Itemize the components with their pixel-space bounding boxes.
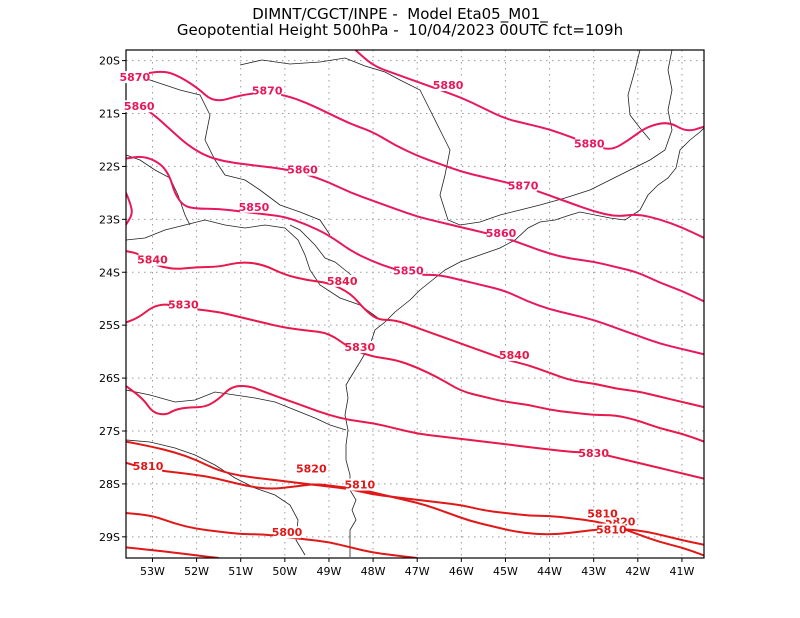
- contour-5870: [126, 70, 704, 239]
- contour-label-5870: 5870: [120, 71, 151, 84]
- contour-label-bg: [297, 462, 326, 475]
- tick-label-lat: 28S: [99, 478, 120, 491]
- contour-label-5870: 5870: [508, 180, 539, 193]
- contour-5850: [126, 155, 704, 356]
- tick-label-lon: 48W: [361, 565, 386, 578]
- contour-label-bg: [487, 227, 516, 240]
- contour-label-5870: 5870: [252, 84, 283, 97]
- axis-ticks: 53W 52W 51W 50W 49W 48W 47W 46W 45W 44W 43W 42W 41W 2…: [99, 55, 694, 578]
- contour-label-bg: [345, 478, 374, 491]
- tick-label-lon: 53W: [140, 565, 165, 578]
- contours: [126, 50, 704, 558]
- contour-5810: [126, 512, 418, 558]
- contour-label-bg: [125, 100, 154, 113]
- title-line-1: DIMNT/CGCT/INPE - Model Eta05_M01_: [252, 5, 548, 23]
- contour-label-bg: [597, 523, 626, 536]
- contour-5820: [126, 440, 704, 557]
- contour-label-bg: [588, 507, 617, 520]
- contour-5800: [126, 546, 219, 558]
- border-pr: [126, 219, 379, 319]
- contour-5850: [126, 192, 133, 226]
- contour-5880: [354, 50, 704, 150]
- title-line-2: Geopotential Height 500hPa - 10/04/2023 …: [176, 21, 624, 39]
- tick-label-lon: 50W: [272, 565, 297, 578]
- border-mg-rj: [539, 50, 673, 206]
- tick-label-lon: 47W: [405, 565, 430, 578]
- contour-label-bg: [509, 179, 538, 192]
- contour-label-5880: 5880: [433, 79, 464, 92]
- contour-label-bg: [288, 163, 317, 176]
- contour-label-bg: [239, 200, 268, 213]
- contour-label-bg: [500, 348, 529, 361]
- border-mg-es: [627, 50, 651, 141]
- contour-label-bg: [253, 84, 282, 97]
- contour-label-5800: 5800: [272, 526, 303, 539]
- contour-label-5850: 5850: [239, 201, 270, 214]
- contour-label-5810: 5810: [596, 524, 627, 537]
- contour-label-bg: [328, 274, 357, 287]
- contour-label-bg: [579, 446, 608, 459]
- contour-labels: 5880 5880 5870 5870 5870 5860 5860 5860 5850 5850…: [120, 71, 636, 539]
- contour-label-bg: [575, 137, 604, 150]
- tick-label-lat: 27S: [99, 425, 120, 438]
- contour-label-5860: 5860: [287, 164, 318, 177]
- contour-label-5810: 5810: [133, 460, 164, 473]
- contour-label-5840: 5840: [327, 275, 358, 288]
- river-parana: [289, 224, 356, 279]
- contour-label-bg: [138, 253, 167, 266]
- map-title: DIMNT/CGCT/INPE - Model Eta05_M01_ Geopo…: [0, 6, 800, 38]
- contour-label-5810: 5810: [587, 508, 618, 521]
- tick-label-lat: 23S: [99, 213, 120, 226]
- contour-label-5830: 5830: [578, 447, 609, 460]
- border-paraguay: [126, 154, 191, 226]
- tick-label-lon: 52W: [184, 565, 209, 578]
- contour-label-5820: 5820: [296, 463, 327, 476]
- contour-label-5860: 5860: [486, 227, 517, 240]
- contour-label-5830: 5830: [168, 299, 199, 312]
- tick-label-lon: 49W: [317, 565, 342, 578]
- tick-label-lat: 24S: [99, 266, 120, 279]
- border-sc: [126, 389, 347, 431]
- contour-label-5880: 5880: [574, 137, 605, 150]
- contour-label-bg: [120, 71, 149, 84]
- contour-label-bg: [434, 79, 463, 92]
- map-frame: [125, 49, 705, 559]
- tick-label-lat: 22S: [99, 160, 120, 173]
- contour-label-5810: 5810: [345, 479, 376, 492]
- tick-label-lon: 44W: [537, 565, 562, 578]
- border-sp-mg: [239, 57, 541, 226]
- border-ms-sp: [126, 74, 331, 236]
- tick-label-lon: 51W: [228, 565, 253, 578]
- tick-label-lat: 29S: [99, 531, 120, 544]
- contour-label-bg: [345, 340, 374, 353]
- tick-label-lat: 26S: [99, 372, 120, 385]
- contour-5830: [126, 385, 704, 480]
- contour-label-5830: 5830: [345, 341, 376, 354]
- contour-5840: [126, 250, 704, 409]
- contour-5860: [126, 104, 704, 303]
- tick-label-lon: 45W: [493, 565, 518, 578]
- coastlines: [126, 50, 704, 557]
- contour-label-bg: [134, 460, 163, 473]
- grid: [126, 50, 704, 558]
- tick-label-lat: 25S: [99, 319, 120, 332]
- tick-label-lon: 41W: [670, 565, 695, 578]
- tick-label-lon: 43W: [581, 565, 606, 578]
- contour-label-5850: 5850: [393, 264, 424, 277]
- border-rs: [126, 439, 306, 556]
- contour-label-5860: 5860: [124, 100, 155, 113]
- tick-label-lat: 20S: [99, 55, 120, 68]
- contour-label-bg: [394, 264, 423, 277]
- tick-label-lat: 21S: [99, 108, 120, 121]
- contour-label-bg: [273, 526, 302, 539]
- contour-label-5840: 5840: [499, 349, 530, 362]
- contour-label-5840: 5840: [137, 254, 168, 267]
- tick-label-lon: 46W: [449, 565, 474, 578]
- contour-label-bg: [169, 298, 198, 311]
- tick-label-lon: 42W: [625, 565, 650, 578]
